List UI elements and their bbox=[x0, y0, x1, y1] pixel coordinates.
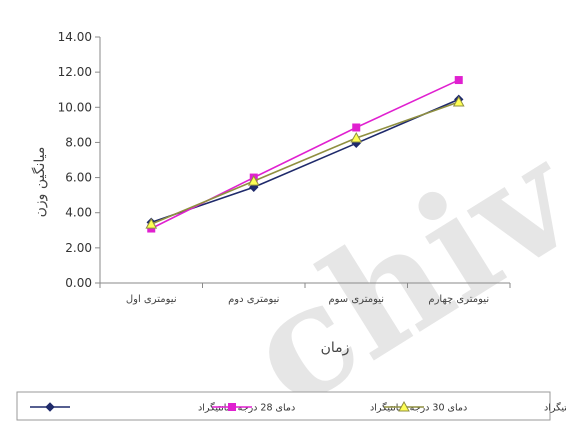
legend-box bbox=[16, 391, 551, 421]
x-tick-label: نیومتری سوم bbox=[328, 294, 384, 305]
y-tick-label: 4.00 bbox=[65, 206, 92, 220]
x-tick-label: نیومتری چهارم bbox=[428, 294, 489, 305]
data-point bbox=[247, 175, 260, 186]
x-axis: نیومتری اول نیومتری دوم نیومتری سوم نیومتری… bbox=[99, 282, 511, 305]
data-point bbox=[452, 95, 465, 107]
y-tick-label: 14.00 bbox=[58, 30, 92, 44]
series-layer bbox=[145, 76, 465, 233]
y-tick-label: 6.00 bbox=[65, 171, 92, 185]
watermark: chiv bbox=[218, 108, 566, 432]
data-point bbox=[350, 132, 363, 143]
y-axis: 0.00 2.00 4.00 6.00 8.00 10.00 12.00 14.00 bbox=[58, 30, 101, 290]
x-tick-label: نیومتری اول bbox=[126, 294, 177, 305]
data-point bbox=[145, 218, 158, 229]
data-point bbox=[352, 123, 361, 132]
series-line bbox=[150, 101, 460, 225]
data-point bbox=[45, 402, 55, 412]
legend-label: دمای 32 درجه سانتیگراد bbox=[544, 402, 566, 414]
y-tick-label: 12.00 bbox=[58, 65, 92, 79]
data-point bbox=[228, 403, 236, 411]
x-tick-label: نیومتری دوم bbox=[228, 294, 279, 305]
legend: دمای 28 درجه سانتیگراد دمای 30 درجه سانتی… bbox=[16, 391, 566, 421]
x-axis-title: زمان bbox=[321, 340, 350, 356]
y-tick-label: 8.00 bbox=[65, 135, 92, 149]
y-tick-label: 10.00 bbox=[58, 100, 92, 114]
y-axis-title: میانگین وزن bbox=[31, 147, 48, 218]
y-tick-label: 2.00 bbox=[65, 241, 92, 255]
y-tick-label: 0.00 bbox=[65, 276, 92, 290]
series-line bbox=[150, 98, 460, 224]
data-point bbox=[454, 76, 463, 85]
data-point bbox=[398, 400, 410, 412]
